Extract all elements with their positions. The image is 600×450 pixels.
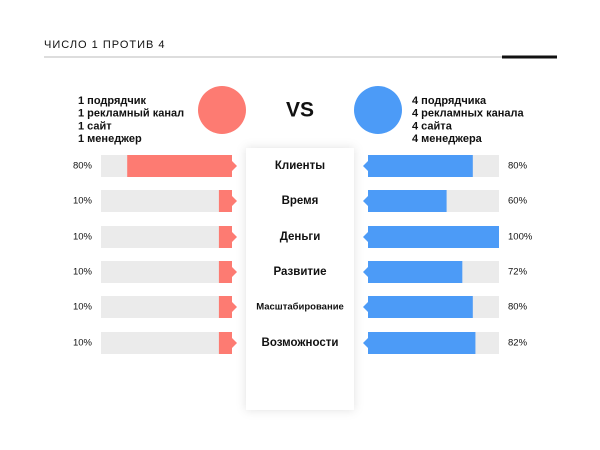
pointer bbox=[232, 302, 237, 312]
bar bbox=[218, 226, 232, 248]
description-line: 1 рекламный канал bbox=[78, 108, 184, 120]
description-line: 4 сайта bbox=[412, 120, 453, 132]
bar bbox=[368, 296, 473, 318]
pointer bbox=[232, 267, 237, 277]
category-label: Развитие bbox=[273, 266, 326, 278]
value-label: 100% bbox=[508, 232, 533, 243]
description-line: 1 менеджер bbox=[78, 133, 142, 145]
category-label: Время bbox=[282, 195, 319, 207]
bar bbox=[218, 296, 232, 318]
value-label: 10% bbox=[73, 232, 93, 243]
value-label: 10% bbox=[73, 302, 93, 313]
bar bbox=[368, 226, 499, 248]
bar bbox=[368, 332, 476, 354]
track bbox=[101, 296, 232, 318]
value-label: 10% bbox=[73, 338, 93, 349]
value-label: 10% bbox=[73, 196, 93, 207]
bar bbox=[368, 190, 447, 212]
category-label: Деньги bbox=[280, 231, 321, 243]
pointer bbox=[232, 161, 237, 171]
pointer bbox=[363, 232, 368, 242]
bar bbox=[218, 261, 232, 283]
title: ЧИСЛО 1 ПРОТИВ 4 bbox=[44, 39, 166, 51]
pointer bbox=[363, 302, 368, 312]
category-label: Возможности bbox=[262, 337, 339, 349]
value-label: 82% bbox=[508, 338, 528, 349]
bar bbox=[368, 261, 463, 283]
track bbox=[101, 332, 232, 354]
description-line: 1 подрядчик bbox=[78, 95, 146, 107]
pointer bbox=[363, 267, 368, 277]
pointer bbox=[232, 196, 237, 206]
category-label: Клиенты bbox=[275, 160, 325, 172]
track bbox=[101, 190, 232, 212]
right-circle bbox=[354, 86, 402, 134]
value-label: 80% bbox=[508, 302, 528, 313]
value-label: 80% bbox=[508, 161, 528, 172]
left-circle bbox=[198, 86, 246, 134]
bar bbox=[127, 155, 232, 177]
value-label: 72% bbox=[508, 267, 528, 278]
value-label: 80% bbox=[73, 161, 93, 172]
pointer bbox=[232, 338, 237, 348]
category-label: Масштабирование bbox=[256, 302, 344, 313]
pointer bbox=[363, 338, 368, 348]
pointer bbox=[232, 232, 237, 242]
description-line: 4 менеджера bbox=[412, 133, 483, 145]
vs-label: VS bbox=[286, 99, 314, 122]
bar bbox=[218, 332, 232, 354]
description-line: 1 сайт bbox=[78, 120, 112, 132]
track bbox=[101, 261, 232, 283]
center-panel bbox=[246, 148, 354, 410]
value-label: 60% bbox=[508, 196, 528, 207]
bar bbox=[368, 155, 473, 177]
bar bbox=[218, 190, 232, 212]
value-label: 10% bbox=[73, 267, 93, 278]
description-line: 4 рекламных канала bbox=[412, 108, 524, 120]
track bbox=[101, 226, 232, 248]
description-line: 4 подрядчика bbox=[412, 95, 487, 107]
pointer bbox=[363, 161, 368, 171]
pointer bbox=[363, 196, 368, 206]
